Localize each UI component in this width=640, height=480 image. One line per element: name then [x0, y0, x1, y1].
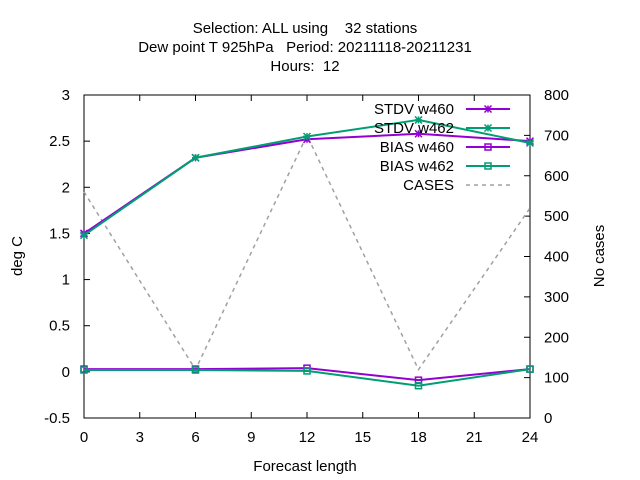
chart-title: Selection: ALL using 32 stations Dew poi… [138, 20, 472, 75]
y2-tick-label: 700 [544, 127, 569, 144]
data-point-bias-w462 [414, 381, 423, 390]
y-tick-label: 1 [62, 272, 70, 289]
legend-marker-stdv-w460 [483, 104, 493, 114]
y-tick-label: 0.5 [49, 318, 70, 335]
title-line-2: Dew point T 925hPa Period: 20211118-2021… [138, 39, 472, 56]
y-tick-label: 2 [62, 179, 70, 196]
legend-marker-bias-w462 [484, 162, 492, 170]
y-tick-label: 2.5 [49, 133, 70, 150]
legend-label-stdv-w460: STDV w460 [374, 101, 454, 118]
legend-label-cases: CASES [403, 177, 454, 194]
data-point-bias-w462 [526, 365, 534, 373]
x-tick-label: 24 [522, 429, 539, 446]
y2-tick-label: 600 [544, 168, 569, 185]
data-point-stdv-w462 [79, 231, 89, 240]
y2-axis-ticks: 0 100 200 300 400 500 600 700 800 [524, 87, 569, 427]
title-line-1: Selection: ALL using 32 stations [193, 20, 418, 37]
series-line-bias-w462 [84, 368, 531, 387]
data-point-bias-w462 [191, 366, 200, 374]
x-tick-label: 21 [466, 429, 483, 446]
legend-marker-bias-w460 [484, 143, 492, 151]
legend-label-stdv-w462: STDV w462 [374, 120, 454, 137]
y-axis-label: deg C [9, 236, 26, 276]
y-tick-label: -0.5 [44, 410, 70, 427]
data-point-stdv-w462 [191, 153, 200, 162]
y2-tick-label: 200 [544, 329, 569, 346]
y-axis-ticks: -0.5 0 0.5 1 1.5 2 2.5 3 [44, 87, 90, 427]
y2-tick-label: 800 [544, 87, 569, 104]
data-point-stdv-w462 [525, 138, 535, 148]
data-point-bias-w462 [80, 366, 88, 374]
x-tick-label: 3 [136, 429, 144, 446]
y2-tick-label: 500 [544, 208, 569, 225]
legend-marker-stdv-w462 [483, 123, 493, 133]
legend-label-bias-w460: BIAS w460 [380, 139, 454, 156]
y-tick-label: 3 [62, 87, 70, 104]
legend-label-bias-w462: BIAS w462 [380, 158, 454, 175]
data-point-bias-w462 [303, 367, 311, 375]
x-tick-label: 12 [299, 429, 316, 446]
y2-axis-label: No cases [591, 225, 608, 288]
series-line-stdv-w460 [83, 132, 531, 235]
y-tick-label: 0 [62, 364, 70, 381]
y2-tick-label: 0 [544, 410, 552, 427]
series-line-cases [83, 133, 531, 372]
y2-tick-label: 100 [544, 370, 569, 387]
data-point-stdv-w460 [414, 129, 423, 138]
x-tick-label: 0 [80, 429, 88, 446]
data-point-stdv-w462 [302, 132, 312, 141]
x-tick-label: 15 [354, 429, 371, 446]
x-tick-label: 18 [410, 429, 427, 446]
x-axis-label: Forecast length [253, 458, 356, 475]
x-tick-label: 9 [247, 429, 255, 446]
title-line-3: Hours: 12 [270, 58, 339, 75]
x-axis-ticks: 0 3 6 9 12 15 18 21 24 [80, 95, 539, 446]
series-layer [79, 115, 535, 390]
y-tick-label: 1.5 [49, 225, 70, 242]
data-point-stdv-w462 [414, 115, 423, 124]
x-tick-label: 6 [191, 429, 199, 446]
y2-tick-label: 300 [544, 289, 569, 306]
legend: STDV w460 STDV w462 BIAS w460 BIAS w462 CASE… [374, 101, 510, 194]
y2-tick-label: 400 [544, 249, 569, 266]
